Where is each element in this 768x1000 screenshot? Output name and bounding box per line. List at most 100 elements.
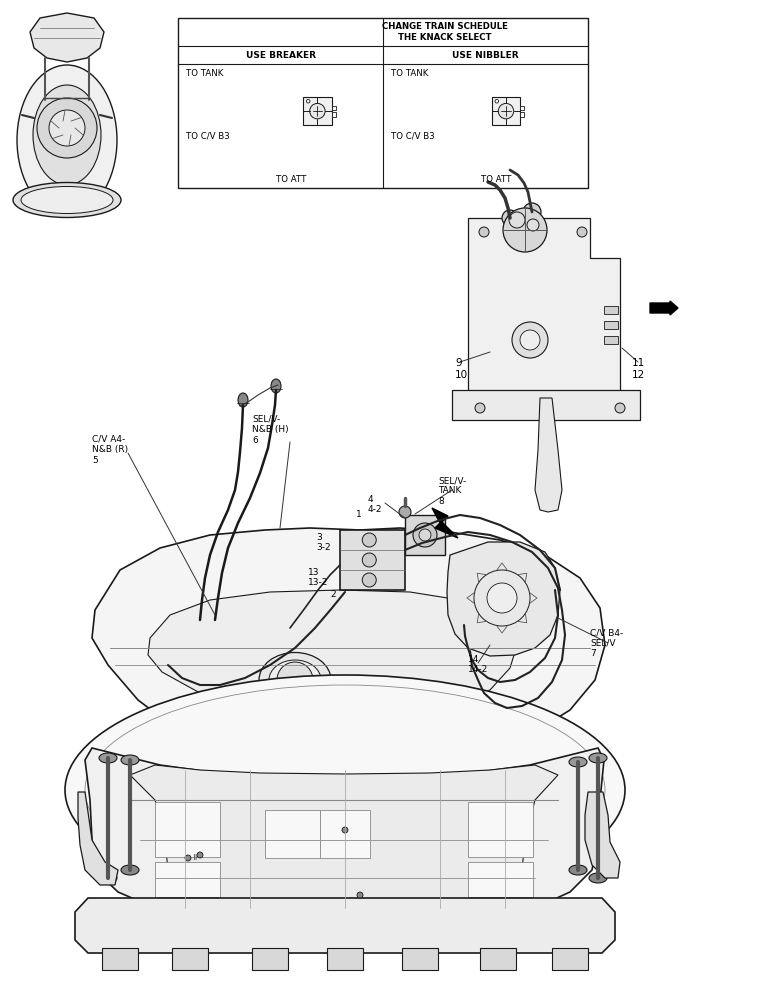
Bar <box>520 106 525 110</box>
Polygon shape <box>535 398 562 512</box>
Polygon shape <box>447 542 560 656</box>
Bar <box>155 802 220 857</box>
Bar <box>468 802 533 857</box>
Text: C/V B4-
SEL/V
7: C/V B4- SEL/V 7 <box>590 628 624 658</box>
Text: TO ATT: TO ATT <box>481 176 511 184</box>
Text: 11: 11 <box>632 358 645 368</box>
Bar <box>402 948 438 970</box>
Circle shape <box>362 553 376 567</box>
Bar <box>327 948 363 970</box>
Circle shape <box>37 98 97 158</box>
Text: TO TANK: TO TANK <box>391 70 429 79</box>
Circle shape <box>197 852 203 858</box>
Polygon shape <box>468 218 620 398</box>
Polygon shape <box>78 792 118 885</box>
Ellipse shape <box>99 753 117 763</box>
Ellipse shape <box>271 379 281 393</box>
Circle shape <box>512 322 548 358</box>
Circle shape <box>342 827 348 833</box>
Bar <box>604 321 618 329</box>
Circle shape <box>577 227 587 237</box>
Bar <box>340 530 405 590</box>
Bar <box>102 948 138 970</box>
Text: 14
14-2: 14 14-2 <box>468 655 488 674</box>
Ellipse shape <box>121 755 139 765</box>
Circle shape <box>413 523 437 547</box>
Ellipse shape <box>99 873 117 883</box>
Polygon shape <box>452 390 640 420</box>
Bar <box>303 97 332 125</box>
Bar <box>405 515 445 555</box>
Text: 10: 10 <box>455 370 468 380</box>
Text: 9: 9 <box>455 358 462 368</box>
Bar <box>332 112 336 117</box>
Bar <box>320 810 370 858</box>
Text: C/V A4-
N&B (R)
5: C/V A4- N&B (R) 5 <box>92 435 128 465</box>
Circle shape <box>520 330 540 350</box>
Text: 4
4-2: 4 4-2 <box>368 495 382 514</box>
Circle shape <box>419 529 431 541</box>
Polygon shape <box>130 765 558 910</box>
Bar <box>604 336 618 344</box>
Ellipse shape <box>569 865 587 875</box>
Bar <box>172 948 208 970</box>
Bar <box>552 948 588 970</box>
Circle shape <box>527 219 539 231</box>
Bar <box>520 112 525 117</box>
Circle shape <box>495 99 498 103</box>
Ellipse shape <box>121 865 139 875</box>
Text: 3
3-2: 3 3-2 <box>316 533 331 552</box>
Circle shape <box>185 855 191 861</box>
Polygon shape <box>585 792 620 878</box>
Polygon shape <box>85 748 604 926</box>
Circle shape <box>509 212 525 228</box>
Circle shape <box>502 210 518 226</box>
Ellipse shape <box>21 186 113 214</box>
Text: TO ATT: TO ATT <box>276 176 306 184</box>
FancyArrow shape <box>650 301 678 315</box>
Ellipse shape <box>259 652 331 708</box>
Ellipse shape <box>269 660 321 700</box>
Text: SEL/V-
N&B (H)
6: SEL/V- N&B (H) 6 <box>252 415 289 445</box>
Ellipse shape <box>65 675 625 905</box>
Circle shape <box>362 533 376 547</box>
Text: 13
13-2: 13 13-2 <box>308 568 329 587</box>
Circle shape <box>487 583 517 613</box>
Bar <box>252 948 288 970</box>
Ellipse shape <box>569 757 587 767</box>
Circle shape <box>49 110 85 146</box>
Text: SEL/V-
TANK
8: SEL/V- TANK 8 <box>438 476 466 506</box>
Ellipse shape <box>589 873 607 883</box>
Text: 12: 12 <box>632 370 645 380</box>
Circle shape <box>306 99 310 103</box>
Circle shape <box>475 403 485 413</box>
Circle shape <box>277 662 313 698</box>
Ellipse shape <box>33 85 101 185</box>
Text: 1: 1 <box>356 510 362 519</box>
Polygon shape <box>75 898 615 953</box>
Bar <box>332 106 336 110</box>
Text: 2: 2 <box>330 590 336 599</box>
Circle shape <box>479 227 489 237</box>
Text: USE BREAKER: USE BREAKER <box>246 50 316 60</box>
Circle shape <box>399 506 411 518</box>
Text: USE NIBBLER: USE NIBBLER <box>452 50 519 60</box>
Bar <box>178 18 588 188</box>
Text: TO TANK: TO TANK <box>186 70 223 79</box>
Circle shape <box>362 573 376 587</box>
Circle shape <box>474 570 530 626</box>
Polygon shape <box>148 590 518 713</box>
Circle shape <box>615 403 625 413</box>
Bar <box>492 97 520 125</box>
Bar <box>468 862 533 897</box>
Bar <box>480 948 516 970</box>
Polygon shape <box>432 508 458 538</box>
Bar <box>155 862 220 897</box>
Bar <box>604 306 618 314</box>
Text: TO C/V B3: TO C/V B3 <box>186 131 230 140</box>
Polygon shape <box>92 528 605 762</box>
Circle shape <box>503 208 547 252</box>
Ellipse shape <box>13 182 121 218</box>
Text: CHANGE TRAIN SCHEDULE
THE KNACK SELECT: CHANGE TRAIN SCHEDULE THE KNACK SELECT <box>382 22 508 42</box>
Polygon shape <box>30 13 104 62</box>
